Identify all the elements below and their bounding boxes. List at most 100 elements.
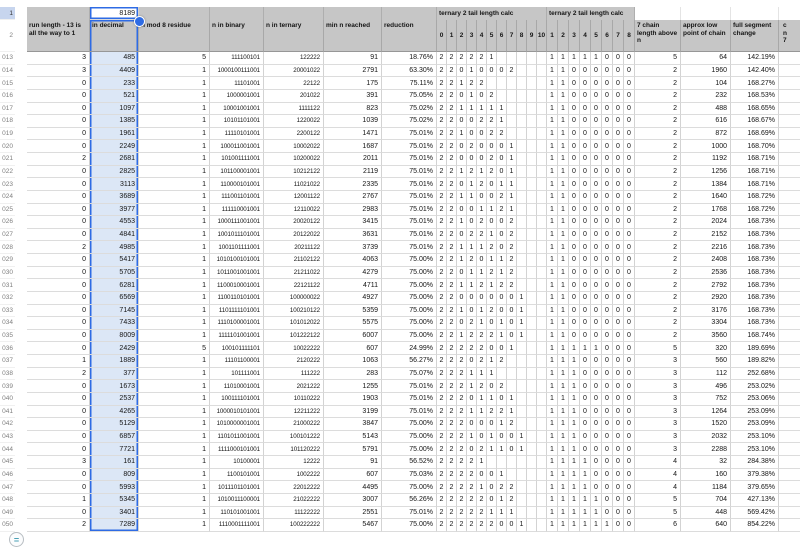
cell[interactable]: 1: [558, 153, 569, 166]
cell[interactable]: 1: [558, 506, 569, 520]
cell[interactable]: 2: [447, 355, 457, 368]
cell[interactable]: 0: [591, 102, 602, 116]
cell[interactable]: 2152: [681, 228, 731, 242]
cell[interactable]: 1: [558, 392, 569, 406]
cell[interactable]: 1: [558, 443, 569, 456]
cell[interactable]: 1: [507, 392, 517, 406]
cell[interactable]: 0: [624, 140, 635, 153]
cell[interactable]: 56.26%: [382, 493, 437, 507]
cell[interactable]: 1: [580, 342, 591, 355]
cell[interactable]: 111222: [264, 367, 324, 381]
cell[interactable]: 0: [477, 127, 487, 141]
cell[interactable]: [537, 216, 547, 229]
column-header[interactable]: 0: [437, 20, 447, 52]
cell[interactable]: 3: [635, 380, 681, 393]
cell[interactable]: 11021022: [264, 178, 324, 191]
cell[interactable]: 1385: [90, 115, 139, 128]
cell[interactable]: 0: [602, 304, 613, 318]
cell[interactable]: 1: [547, 89, 558, 103]
cell[interactable]: 0: [602, 64, 613, 78]
cell[interactable]: 10001001001: [210, 102, 264, 116]
cell[interactable]: [779, 64, 800, 78]
cell[interactable]: 1: [457, 329, 467, 343]
cell[interactable]: [517, 468, 527, 482]
cell[interactable]: [537, 64, 547, 78]
row-header[interactable]: 042: [0, 418, 15, 431]
row-header[interactable]: 046: [0, 469, 15, 482]
cell[interactable]: 391: [324, 89, 382, 103]
cell[interactable]: 2: [437, 140, 447, 153]
cell[interactable]: 20001022: [264, 64, 324, 78]
cell[interactable]: [517, 165, 527, 179]
cell[interactable]: 111110001001: [210, 203, 264, 217]
cell[interactable]: 0: [624, 190, 635, 204]
cell[interactable]: 0: [602, 140, 613, 153]
cell[interactable]: 110101001001: [210, 506, 264, 520]
cell[interactable]: 1: [497, 178, 507, 191]
cell[interactable]: 0: [569, 216, 580, 229]
cell[interactable]: 2288: [681, 443, 731, 456]
cell[interactable]: 0: [27, 190, 90, 204]
cell[interactable]: 0: [580, 317, 591, 330]
cell[interactable]: 607: [324, 468, 382, 482]
cell[interactable]: [507, 115, 517, 128]
selection-handle[interactable]: [134, 16, 145, 27]
cell[interactable]: [527, 405, 537, 419]
cell[interactable]: 160: [681, 468, 731, 482]
row-header[interactable]: 048: [0, 494, 15, 507]
cell[interactable]: 2429: [90, 342, 139, 355]
cell[interactable]: 0: [624, 52, 635, 65]
cell[interactable]: 5467: [324, 519, 382, 532]
cell[interactable]: [517, 228, 527, 242]
cell[interactable]: [507, 355, 517, 368]
cell[interactable]: 2: [447, 317, 457, 330]
cell[interactable]: 1: [558, 430, 569, 444]
cell[interactable]: 2: [447, 89, 457, 103]
cell[interactable]: 1: [547, 228, 558, 242]
cell[interactable]: 1184: [681, 481, 731, 494]
cell[interactable]: 2: [635, 266, 681, 280]
cell[interactable]: 1: [591, 506, 602, 520]
cell[interactable]: 0: [624, 254, 635, 267]
cell[interactable]: 0: [507, 317, 517, 330]
cell[interactable]: 2: [635, 64, 681, 78]
cell[interactable]: 5129: [90, 418, 139, 431]
cell[interactable]: 1: [569, 481, 580, 494]
cell[interactable]: 0: [27, 317, 90, 330]
cell[interactable]: 2: [477, 77, 487, 90]
cell[interactable]: 2: [447, 190, 457, 204]
cell[interactable]: 0: [624, 89, 635, 103]
cell[interactable]: 0: [477, 430, 487, 444]
cell[interactable]: 0: [613, 279, 624, 292]
cell[interactable]: 0: [613, 178, 624, 191]
cell[interactable]: [527, 140, 537, 153]
cell[interactable]: 4553: [90, 216, 139, 229]
cell[interactable]: 0: [487, 291, 497, 305]
cell[interactable]: 1: [558, 456, 569, 469]
cell[interactable]: [635, 7, 681, 20]
cell[interactable]: 5575: [324, 317, 382, 330]
cell[interactable]: 1: [547, 418, 558, 431]
cell[interactable]: 1: [467, 430, 477, 444]
cell[interactable]: 1: [457, 241, 467, 254]
cell[interactable]: 1: [467, 367, 477, 381]
cell[interactable]: 2: [457, 342, 467, 355]
cell[interactable]: 1: [139, 329, 210, 343]
cell[interactable]: 168.67%: [731, 115, 779, 128]
cell[interactable]: 2: [635, 279, 681, 292]
cell[interactable]: 0: [591, 481, 602, 494]
cell[interactable]: 0: [580, 291, 591, 305]
cell[interactable]: 2: [447, 115, 457, 128]
cell[interactable]: 1011001001001: [210, 266, 264, 280]
cell[interactable]: 10212122: [264, 165, 324, 179]
cell[interactable]: 2: [635, 89, 681, 103]
cell[interactable]: 3176: [681, 304, 731, 318]
cell[interactable]: 3: [635, 392, 681, 406]
cell[interactable]: 2: [457, 506, 467, 520]
cell[interactable]: [537, 228, 547, 242]
cell[interactable]: 2: [477, 216, 487, 229]
cell[interactable]: 2: [447, 77, 457, 90]
cell[interactable]: [517, 418, 527, 431]
cell[interactable]: 0: [580, 165, 591, 179]
cell[interactable]: 0: [591, 279, 602, 292]
